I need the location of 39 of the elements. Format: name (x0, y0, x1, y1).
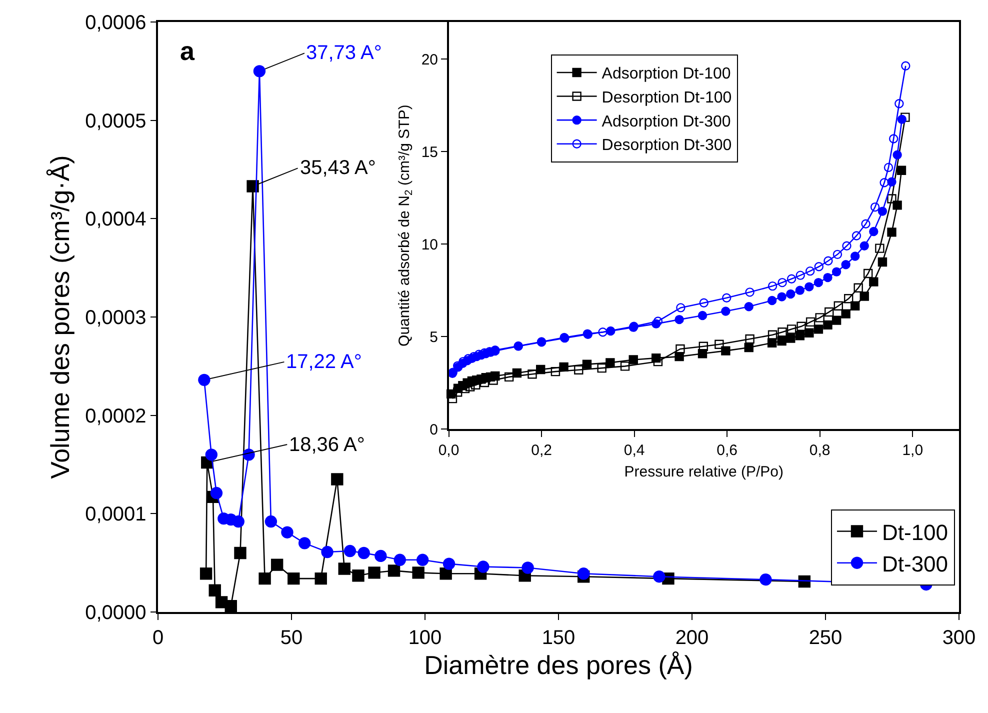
x-axis-title: Pressure relative (P/Po) (624, 463, 784, 480)
x-tick-label: 0,0 (438, 442, 460, 459)
y-tick-label: 0,0000 (85, 602, 146, 624)
x-tick-label: 200 (675, 626, 709, 649)
legend-label: Adsorption Dt-100 (602, 66, 731, 83)
y-tick-label: 0,0003 (85, 307, 146, 329)
y-tick-label: 0 (430, 421, 438, 438)
x-tick-label: 50 (280, 626, 303, 649)
annotation: 35,43 A° (300, 157, 376, 179)
x-tick-label: 0 (152, 626, 164, 649)
x-tick-label: 250 (808, 626, 842, 649)
y-axis-title: Volume des pores (cm³/g·Å) (44, 155, 75, 479)
legend-label: Desorption Dt-300 (602, 137, 732, 154)
annotation: 37,73 A° (306, 42, 382, 64)
y-tick-label: 5 (430, 328, 438, 346)
legend-label: Dt-100 (882, 520, 948, 545)
y-tick-label: 10 (421, 236, 438, 254)
x-tick-label: 0,4 (624, 442, 645, 459)
x-tick-label: 0,2 (531, 442, 552, 459)
legend-label: Dt-300 (882, 551, 948, 576)
annotation: 17,22 A° (286, 351, 362, 373)
legend-label: Desorption Dt-100 (602, 90, 732, 107)
annotation: 18,36 A° (289, 434, 365, 456)
x-tick-label: 1,0 (902, 442, 924, 459)
y-tick-label: 0,0005 (85, 110, 146, 132)
y-tick-label: 0,0002 (85, 405, 146, 428)
y-tick-label: 15 (421, 144, 438, 161)
x-tick-label: 100 (408, 626, 442, 649)
x-tick-label: 0,8 (809, 442, 830, 459)
y-tick-label: 0,0001 (85, 504, 146, 526)
x-tick-label: 300 (942, 626, 976, 649)
x-tick-label: 0,6 (716, 442, 738, 459)
y-tick-label: 0,0004 (85, 208, 146, 231)
x-tick-label: 150 (542, 626, 576, 649)
y-tick-label: 0,0006 (85, 12, 146, 34)
legend-label: Adsorption Dt-300 (602, 113, 731, 130)
x-axis-title: Diamètre des pores (Å) (424, 650, 693, 680)
y-tick-label: 20 (421, 51, 438, 68)
annotation: a (180, 36, 195, 66)
